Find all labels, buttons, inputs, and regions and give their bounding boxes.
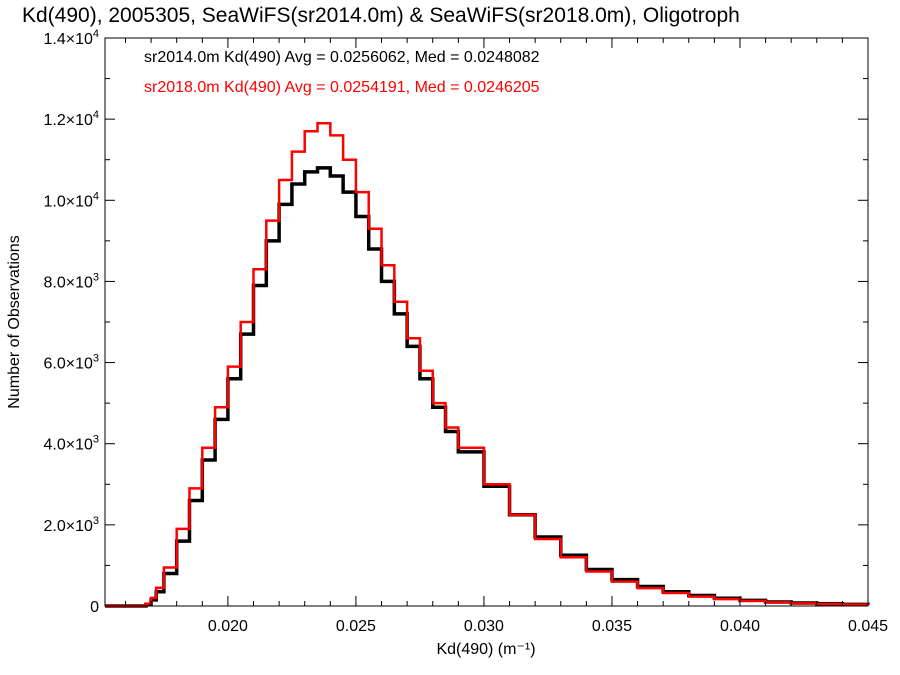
- x-tick-label: 0.020: [208, 618, 248, 635]
- x-tick-label: 0.030: [464, 618, 504, 635]
- x-tick-label: 0.025: [336, 618, 376, 635]
- y-tick-label: 2.0×103: [43, 515, 99, 535]
- x-tick-label: 0.045: [848, 618, 888, 635]
- x-tick-label: 0.035: [592, 618, 632, 635]
- y-tick-label: 1.2×104: [43, 109, 99, 129]
- y-tick-label: 1.0×104: [43, 190, 99, 210]
- y-tick-label: 8.0×103: [43, 271, 99, 291]
- x-axis-label: Kd(490) (m⁻¹): [436, 641, 535, 658]
- x-axis: 0.020 0.025 0.030 0.035 0.040 0.045: [124, 38, 888, 635]
- y-tick-label: 1.4×104: [43, 28, 99, 48]
- plot-frame: [104, 37, 869, 607]
- legend-entry-sr2014: sr2014.0m Kd(490) Avg = 0.0256062, Med =…: [144, 49, 540, 66]
- y-tick-label: 0: [90, 599, 99, 616]
- plot-area: [105, 121, 870, 608]
- y-axis: 0 2.0×103 4.0×103 6.0×103 8.0×103 1.0×104 1.2×…: [43, 28, 868, 616]
- legend-entry-sr2018: sr2018.0m Kd(490) Avg = 0.0254191, Med =…: [144, 79, 540, 96]
- x-tick-label: 0.040: [720, 618, 760, 635]
- series-line-sr2014: [105, 166, 870, 608]
- y-tick-label: 6.0×103: [43, 353, 99, 373]
- y-tick-label: 4.0×103: [43, 434, 99, 454]
- y-axis-label: Number of Observations: [6, 235, 23, 408]
- chart-title: Kd(490), 2005305, SeaWiFS(sr2014.0m) & S…: [22, 4, 740, 27]
- series-line-sr2018: [105, 121, 870, 608]
